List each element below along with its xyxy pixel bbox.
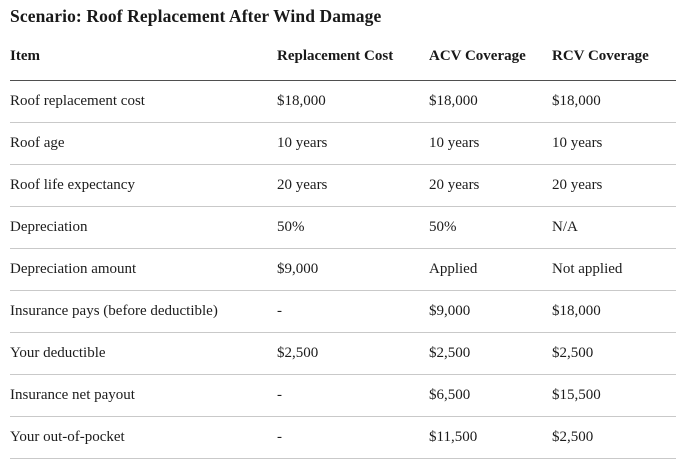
item-cell: Depreciation amount (10, 248, 277, 291)
value-cell: $2,500 (552, 332, 676, 375)
value-cell: 10 years (277, 122, 429, 165)
item-cell: Roof replacement cost (10, 80, 277, 123)
value-cell: Not applied (552, 248, 676, 291)
table-body: Roof replacement cost $18,000 $18,000 $18,0… (10, 80, 676, 459)
value-cell: $18,000 (552, 80, 676, 123)
table-row: Roof age 10 years 10 years 10 years (10, 122, 676, 165)
value-cell: 20 years (552, 164, 676, 207)
value-cell: $2,500 (429, 332, 552, 375)
value-cell: - (277, 416, 429, 459)
table-row: Insurance net payout - $6,500 $15,500 (10, 374, 676, 417)
column-header-replacement-cost: Replacement Cost (277, 48, 429, 81)
column-header-item: Item (10, 48, 277, 81)
table-row: Depreciation 50% 50% N/A (10, 206, 676, 249)
value-cell: 50% (429, 206, 552, 249)
value-cell: $18,000 (552, 290, 676, 333)
value-cell: $2,500 (552, 416, 676, 459)
table-row: Your deductible $2,500 $2,500 $2,500 (10, 332, 676, 375)
item-cell: Insurance net payout (10, 374, 277, 417)
item-cell: Your out-of-pocket (10, 416, 277, 459)
value-cell: $2,500 (277, 332, 429, 375)
value-cell: 50% (277, 206, 429, 249)
value-cell: N/A (552, 206, 676, 249)
value-cell: $18,000 (429, 80, 552, 123)
value-cell: Applied (429, 248, 552, 291)
table-row: Roof replacement cost $18,000 $18,000 $18,0… (10, 80, 676, 123)
value-cell: $9,000 (429, 290, 552, 333)
header-row: Item Replacement Cost ACV Coverage RCV C… (10, 48, 676, 81)
value-cell: $15,500 (552, 374, 676, 417)
column-header-acv-coverage: ACV Coverage (429, 48, 552, 81)
value-cell: $18,000 (277, 80, 429, 123)
value-cell: 20 years (277, 164, 429, 207)
table-header: Item Replacement Cost ACV Coverage RCV C… (10, 48, 676, 81)
page-title: Scenario: Roof Replacement After Wind Da… (10, 6, 382, 26)
item-cell: Your deductible (10, 332, 277, 375)
value-cell: 20 years (429, 164, 552, 207)
table-row: Depreciation amount $9,000 Applied Not appl… (10, 248, 676, 291)
value-cell: $9,000 (277, 248, 429, 291)
item-cell: Roof life expectancy (10, 164, 277, 207)
item-cell: Depreciation (10, 206, 277, 249)
value-cell: 10 years (552, 122, 676, 165)
column-header-rcv-coverage: RCV Coverage (552, 48, 676, 81)
table-row: Your out-of-pocket - $11,500 $2,500 (10, 416, 676, 459)
value-cell: $6,500 (429, 374, 552, 417)
value-cell: $11,500 (429, 416, 552, 459)
table-row: Insurance pays (before deductible) - $9,00… (10, 290, 676, 333)
value-cell: - (277, 374, 429, 417)
item-cell: Insurance pays (before deductible) (10, 290, 277, 333)
item-cell: Roof age (10, 122, 277, 165)
value-cell: 10 years (429, 122, 552, 165)
scenario-table: Item Replacement Cost ACV Coverage RCV C… (10, 48, 676, 459)
table-row: Roof life expectancy 20 years 20 years 20 y… (10, 164, 676, 207)
value-cell: - (277, 290, 429, 333)
